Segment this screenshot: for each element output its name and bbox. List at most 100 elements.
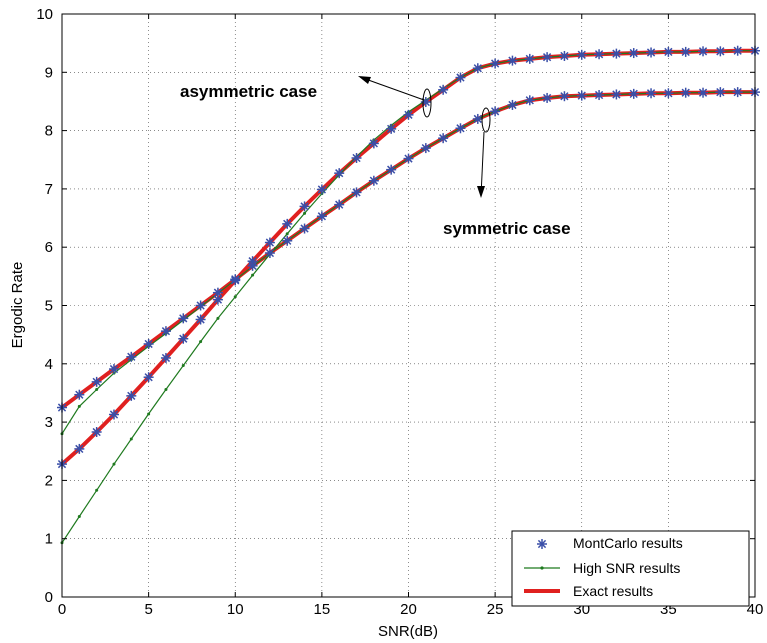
montecarlo-point-symmetric-case <box>715 87 726 98</box>
y-tick-label: 6 <box>45 239 53 256</box>
montecarlo-point-asymmetric-case <box>368 138 379 149</box>
legend-item-exact: Exact results <box>524 583 653 599</box>
montecarlo-point-symmetric-case <box>646 88 657 99</box>
y-tick-label: 9 <box>45 64 53 81</box>
y-tick-label: 5 <box>45 298 53 315</box>
montecarlo-point-symmetric-case <box>542 92 553 103</box>
montecarlo-point-asymmetric-case <box>316 184 327 195</box>
montecarlo-point-asymmetric-case <box>403 109 414 120</box>
asterisk-stroke <box>387 165 396 174</box>
asterisk-stroke <box>317 212 327 221</box>
asterisk-stroke <box>612 90 621 99</box>
montecarlo-point-symmetric-case <box>438 133 449 144</box>
montecarlo-point-symmetric-case <box>74 389 85 400</box>
montecarlo-point-asymmetric-case <box>195 314 206 325</box>
asterisk-stroke <box>75 390 84 399</box>
x-tick-label: 0 <box>58 601 66 618</box>
montecarlo-point-asymmetric-case <box>576 49 587 60</box>
asterisk-stroke <box>179 314 188 323</box>
asterisk-stroke <box>161 353 171 363</box>
high-snr-point-asymmetric-case <box>112 462 116 466</box>
asterisk-stroke <box>439 85 448 94</box>
x-tick-label: 5 <box>144 601 152 618</box>
montecarlo-point-symmetric-case <box>334 199 345 210</box>
asterisk-stroke <box>594 50 604 59</box>
montecarlo-point-asymmetric-case <box>438 84 449 95</box>
asterisk-stroke <box>335 169 344 178</box>
legend-marker-green-dot <box>540 566 544 570</box>
montecarlo-point-asymmetric-case <box>386 123 397 134</box>
asterisk-stroke <box>560 92 569 101</box>
montecarlo-point-symmetric-case <box>732 87 743 98</box>
asterisk-stroke <box>537 539 547 549</box>
high-snr-point-symmetric-case <box>95 387 99 391</box>
montecarlo-point-asymmetric-case <box>264 237 275 248</box>
montecarlo-point-asymmetric-case <box>282 218 293 229</box>
asterisk-stroke <box>335 200 344 209</box>
annotation-asymmetric: asymmetric case <box>180 76 432 118</box>
montecarlo-point-symmetric-case <box>594 90 605 101</box>
asterisk-stroke <box>490 107 500 116</box>
montecarlo-point-symmetric-case <box>403 153 414 164</box>
y-tick-label: 10 <box>36 6 53 23</box>
montecarlo-point-symmetric-case <box>299 223 310 234</box>
x-tick-label: 40 <box>747 601 764 618</box>
asterisk-stroke <box>404 154 413 163</box>
asterisk-stroke <box>629 48 638 58</box>
montecarlo-point-asymmetric-case <box>646 47 657 58</box>
annotation-symmetric-arrowhead <box>477 186 485 198</box>
montecarlo-point-symmetric-case <box>576 90 587 101</box>
asterisk-stroke <box>525 54 534 64</box>
montecarlo-point-asymmetric-case <box>455 72 466 83</box>
asterisk-stroke <box>317 185 327 194</box>
asterisk-stroke <box>248 261 257 270</box>
asterisk-stroke <box>92 427 101 437</box>
y-tick-label: 4 <box>45 356 53 373</box>
asterisk-stroke <box>508 100 517 110</box>
high-snr-point-asymmetric-case <box>95 488 99 492</box>
asterisk-stroke <box>456 124 465 133</box>
montecarlo-point-asymmetric-case <box>680 46 691 57</box>
montecarlo-point-symmetric-case <box>91 376 102 387</box>
legend-item-montecarlo: MontCarlo results <box>537 535 683 551</box>
montecarlo-point-symmetric-case <box>490 106 501 117</box>
montecarlo-point-asymmetric-case <box>628 48 639 59</box>
montecarlo-point-symmetric-case <box>108 364 119 375</box>
high-snr-point-asymmetric-case <box>216 316 220 320</box>
annotation-symmetric-ellipse <box>481 107 491 133</box>
asterisk-stroke <box>473 114 482 124</box>
asterisk-stroke <box>283 236 292 245</box>
montecarlo-point-asymmetric-case <box>524 53 535 64</box>
asterisk-stroke <box>681 88 690 97</box>
asterisk-stroke <box>300 202 309 211</box>
montecarlo-point-symmetric-case <box>195 300 206 311</box>
asterisk-stroke <box>369 139 378 148</box>
montecarlo-point-symmetric-case <box>698 87 709 98</box>
y-tick-label: 7 <box>45 181 53 198</box>
montecarlo-point-asymmetric-case <box>715 46 726 57</box>
high-snr-point-asymmetric-case <box>129 437 133 441</box>
asterisk-stroke <box>213 295 223 304</box>
legend-label-high-snr: High SNR results <box>573 560 680 576</box>
asterisk-stroke <box>352 153 361 163</box>
y-tick-label: 2 <box>45 472 53 489</box>
montecarlo-point-asymmetric-case <box>732 45 743 56</box>
montecarlo-point-symmetric-case <box>212 287 223 298</box>
montecarlo-point-asymmetric-case <box>108 409 119 420</box>
asterisk-stroke <box>646 48 656 57</box>
montecarlo-point-asymmetric-case <box>74 443 85 454</box>
montecarlo-point-symmetric-case <box>316 211 327 222</box>
montecarlo-point-asymmetric-case <box>143 372 154 383</box>
asterisk-stroke <box>594 90 604 100</box>
x-tick-label: 10 <box>227 601 244 618</box>
y-tick-label: 3 <box>45 414 53 431</box>
montecarlo-point-asymmetric-case <box>299 201 310 212</box>
high-snr-point-asymmetric-case <box>181 364 185 368</box>
legend-marker-asterisk <box>537 539 547 549</box>
high-snr-point-asymmetric-case <box>251 273 255 277</box>
asterisk-stroke <box>698 88 708 97</box>
asterisk-stroke <box>283 219 292 229</box>
montecarlo-point-asymmetric-case <box>472 63 483 74</box>
high-snr-point-symmetric-case <box>77 404 81 408</box>
asterisk-stroke <box>698 47 708 56</box>
